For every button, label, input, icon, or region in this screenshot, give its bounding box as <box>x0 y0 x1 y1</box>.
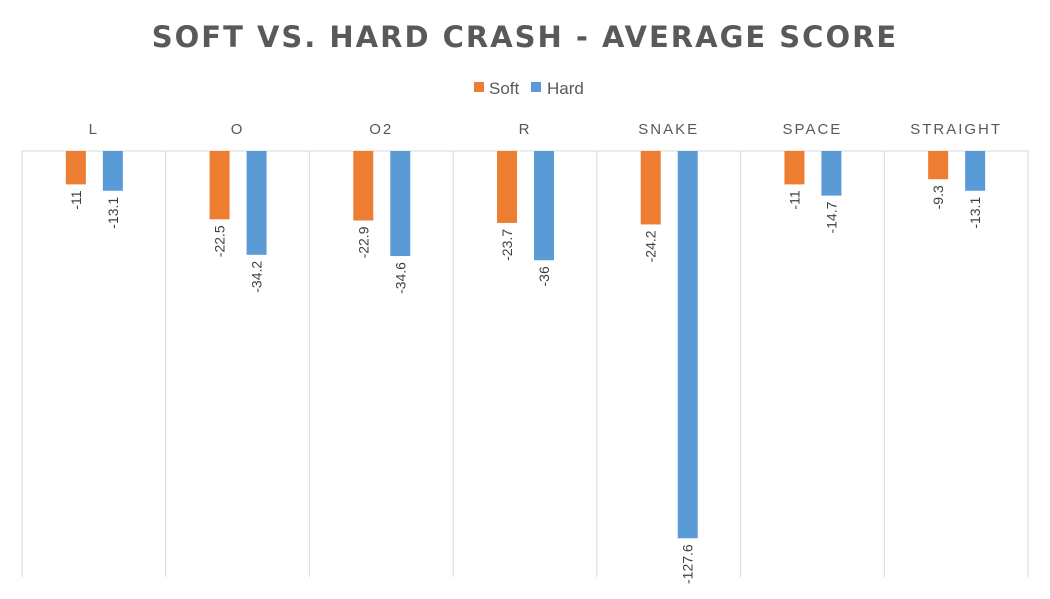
legend-label-soft: Soft <box>489 79 520 98</box>
data-label-hard-o: -34.2 <box>249 261 265 293</box>
legend: Soft Hard <box>474 79 584 98</box>
category-label-o2: O2 <box>369 121 393 138</box>
data-label-hard-straight: -13.1 <box>967 197 983 229</box>
legend-label-hard: Hard <box>547 79 584 98</box>
category-label-snake: SNAKE <box>638 121 699 138</box>
bar-hard-o2 <box>390 151 411 257</box>
data-label-soft-o2: -22.9 <box>355 226 371 258</box>
data-label-soft-snake: -24.2 <box>643 230 659 262</box>
data-label-hard-l: -13.1 <box>105 197 121 229</box>
data-label-hard-r: -36 <box>536 266 552 286</box>
data-label-soft-r: -23.7 <box>499 229 515 261</box>
category-label-r: R <box>519 121 532 138</box>
bar-soft-snake <box>640 151 661 225</box>
category-label-l: L <box>89 121 99 138</box>
category-label-straight: STRAIGHT <box>910 121 1002 138</box>
bar-hard-r <box>534 151 554 261</box>
category-gridlines <box>21 150 1029 577</box>
data-label-hard-snake: -127.6 <box>680 544 696 584</box>
bar-soft-straight <box>928 151 949 180</box>
category-label-o: O <box>231 121 245 138</box>
bars <box>65 151 986 539</box>
bar-hard-space <box>821 151 842 196</box>
bar-hard-straight <box>965 151 986 191</box>
legend-swatch-hard <box>531 82 541 92</box>
bar-hard-o <box>246 151 267 255</box>
bar-soft-o <box>209 151 230 220</box>
data-label-soft-space: -11 <box>786 190 802 209</box>
data-label-soft-l: -11 <box>68 190 84 209</box>
bar-soft-o2 <box>353 151 374 221</box>
data-label-hard-o2: -34.6 <box>392 262 408 294</box>
bar-hard-snake <box>677 151 698 539</box>
bar-soft-r <box>497 151 517 223</box>
data-label-soft-o: -22.5 <box>212 225 228 257</box>
category-label-space: SPACE <box>783 121 843 138</box>
bar-soft-space <box>784 151 805 185</box>
data-labels: -11 -22.5 -22.9 -23.7 -24.2 -11 -9.3 -13.1 -34.2… <box>68 185 983 584</box>
bar-soft-l <box>65 151 86 185</box>
chart-title: SOFT VS. HARD CRASH - AVERAGE SCORE <box>152 20 899 54</box>
data-label-soft-straight: -9.3 <box>930 185 946 209</box>
bar-hard-l <box>102 151 123 191</box>
data-label-hard-space: -14.7 <box>823 201 839 233</box>
category-labels: L O O2 R SNAKE SPACE STRAIGHT <box>89 121 1002 138</box>
legend-swatch-soft <box>474 82 484 92</box>
